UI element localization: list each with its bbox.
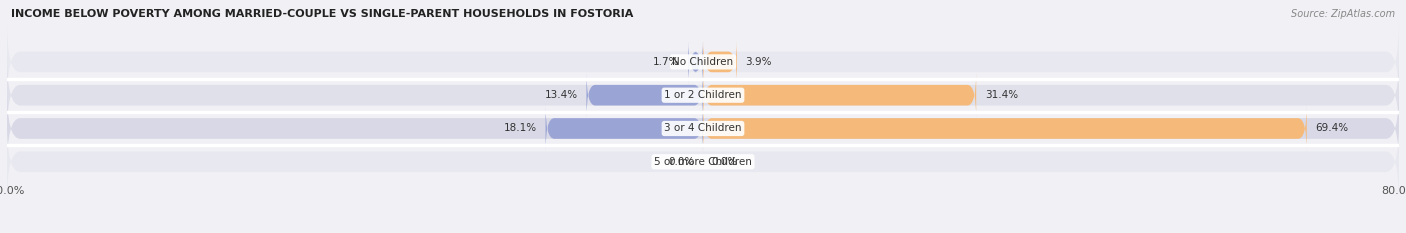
Text: 1 or 2 Children: 1 or 2 Children (664, 90, 742, 100)
FancyBboxPatch shape (546, 106, 703, 151)
Text: 69.4%: 69.4% (1316, 123, 1348, 134)
FancyBboxPatch shape (7, 89, 1399, 168)
Text: 1.7%: 1.7% (652, 57, 679, 67)
Text: INCOME BELOW POVERTY AMONG MARRIED-COUPLE VS SINGLE-PARENT HOUSEHOLDS IN FOSTORI: INCOME BELOW POVERTY AMONG MARRIED-COUPL… (11, 9, 634, 19)
FancyBboxPatch shape (7, 22, 1399, 102)
Text: 5 or more Children: 5 or more Children (654, 157, 752, 167)
FancyBboxPatch shape (703, 72, 976, 118)
Text: Source: ZipAtlas.com: Source: ZipAtlas.com (1291, 9, 1395, 19)
Text: No Children: No Children (672, 57, 734, 67)
Text: 18.1%: 18.1% (503, 123, 537, 134)
Text: 31.4%: 31.4% (984, 90, 1018, 100)
FancyBboxPatch shape (586, 72, 703, 118)
FancyBboxPatch shape (688, 39, 703, 85)
Text: 3 or 4 Children: 3 or 4 Children (664, 123, 742, 134)
FancyBboxPatch shape (7, 122, 1399, 201)
Text: 13.4%: 13.4% (544, 90, 578, 100)
FancyBboxPatch shape (7, 56, 1399, 135)
FancyBboxPatch shape (703, 106, 1306, 151)
Text: 0.0%: 0.0% (668, 157, 695, 167)
Text: 3.9%: 3.9% (745, 57, 772, 67)
Text: 0.0%: 0.0% (711, 157, 738, 167)
FancyBboxPatch shape (703, 39, 737, 85)
